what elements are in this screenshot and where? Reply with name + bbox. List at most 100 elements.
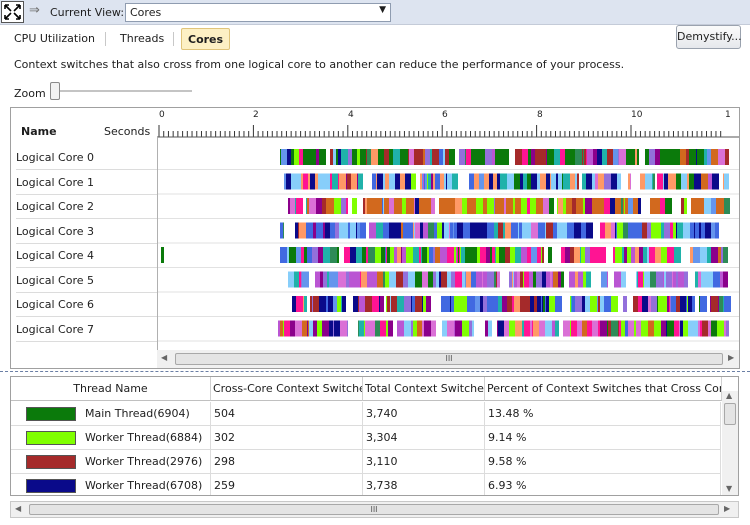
activity-segment[interactable] — [638, 198, 641, 214]
activity-segment[interactable] — [651, 222, 655, 239]
activity-segment[interactable] — [607, 271, 608, 288]
activity-segment[interactable] — [344, 247, 350, 263]
activity-segment[interactable] — [439, 149, 443, 165]
activity-segment[interactable] — [571, 320, 577, 337]
demystify-button[interactable]: Demystify... — [676, 25, 742, 49]
activity-segment[interactable] — [556, 173, 558, 190]
activity-segment[interactable] — [451, 271, 455, 288]
activity-segment[interactable] — [458, 247, 459, 263]
activity-segment[interactable] — [330, 247, 337, 263]
activity-segment[interactable] — [439, 271, 441, 288]
activity-segment[interactable] — [582, 149, 583, 165]
activity-segment[interactable] — [387, 247, 390, 263]
activity-segment[interactable] — [586, 173, 592, 190]
activity-segment[interactable] — [648, 149, 649, 165]
activity-segment[interactable] — [717, 320, 724, 337]
activity-segment[interactable] — [636, 320, 641, 337]
activity-segment[interactable] — [664, 222, 670, 239]
activity-segment[interactable] — [513, 198, 515, 214]
activity-segment[interactable] — [338, 271, 341, 288]
activity-segment[interactable] — [319, 173, 324, 190]
activity-segment[interactable] — [600, 296, 604, 312]
activity-segment[interactable] — [699, 320, 700, 337]
activity-segment[interactable] — [601, 271, 603, 288]
activity-segment[interactable] — [383, 271, 385, 288]
activity-segment[interactable] — [429, 247, 433, 263]
activity-segment[interactable] — [661, 296, 667, 312]
activity-segment[interactable] — [310, 173, 315, 190]
activity-segment[interactable] — [628, 222, 629, 239]
activity-segment[interactable] — [483, 198, 487, 214]
activity-segment[interactable] — [599, 296, 600, 312]
activity-segment[interactable] — [577, 320, 582, 337]
activity-segment[interactable] — [505, 247, 510, 263]
activity-segment[interactable] — [425, 198, 431, 214]
activity-segment[interactable] — [567, 222, 574, 239]
activity-segment[interactable] — [477, 222, 482, 239]
activity-segment[interactable] — [451, 320, 454, 337]
activity-segment[interactable] — [648, 296, 651, 312]
activity-segment[interactable] — [614, 271, 615, 288]
activity-segment[interactable] — [493, 296, 498, 312]
activity-segment[interactable] — [520, 296, 524, 312]
activity-segment[interactable] — [435, 173, 440, 190]
activity-segment[interactable] — [697, 149, 704, 165]
activity-segment[interactable] — [331, 271, 338, 288]
activity-segment[interactable] — [693, 247, 700, 263]
activity-segment[interactable] — [520, 173, 523, 190]
activity-segment[interactable] — [721, 296, 723, 312]
activity-segment[interactable] — [724, 320, 726, 337]
activity-segment[interactable] — [549, 296, 555, 312]
activity-segment[interactable] — [663, 173, 664, 190]
activity-segment[interactable] — [394, 247, 397, 263]
activity-segment[interactable] — [431, 320, 436, 337]
activity-segment[interactable] — [445, 149, 449, 165]
activity-segment[interactable] — [313, 320, 317, 337]
activity-segment[interactable] — [515, 320, 522, 337]
activity-segment[interactable] — [647, 222, 651, 239]
activity-segment[interactable] — [365, 296, 372, 312]
activity-segment[interactable] — [306, 222, 313, 239]
activity-segment[interactable] — [469, 320, 472, 337]
activity-segment[interactable] — [621, 198, 623, 214]
activity-segment[interactable] — [367, 198, 368, 214]
activity-segment[interactable] — [322, 198, 326, 214]
activity-segment[interactable] — [718, 296, 719, 312]
col-cross-core[interactable]: Cross-Core Context Switches — [211, 377, 363, 401]
activity-segment[interactable] — [404, 296, 411, 312]
activity-segment[interactable] — [654, 320, 661, 337]
table-row[interactable]: Worker Thread(6884) 302 3,304 9.14 % — [11, 426, 721, 450]
activity-segment[interactable] — [725, 149, 729, 165]
activity-segment[interactable] — [657, 173, 663, 190]
activity-segment[interactable] — [389, 149, 392, 165]
activity-segment[interactable] — [349, 271, 353, 288]
activity-segment[interactable] — [307, 320, 308, 337]
activity-segment[interactable] — [503, 222, 505, 239]
activity-segment[interactable] — [456, 296, 462, 312]
activity-segment[interactable] — [357, 149, 360, 165]
activity-segment[interactable] — [338, 149, 341, 165]
activity-segment[interactable] — [368, 320, 375, 337]
activity-segment[interactable] — [371, 149, 378, 165]
activity-segment[interactable] — [595, 173, 598, 190]
activity-segment[interactable] — [598, 173, 604, 190]
activity-segment[interactable] — [683, 320, 688, 337]
activity-segment[interactable] — [360, 222, 366, 239]
activity-segment[interactable] — [468, 296, 475, 312]
activity-segment[interactable] — [376, 222, 383, 239]
activity-segment[interactable] — [289, 247, 296, 263]
activity-segment[interactable] — [718, 198, 724, 214]
activity-segment[interactable] — [675, 149, 680, 165]
activity-segment[interactable] — [645, 173, 652, 190]
activity-segment[interactable] — [420, 222, 423, 239]
activity-segment[interactable] — [521, 247, 527, 263]
activity-segment[interactable] — [575, 271, 578, 288]
activity-segment[interactable] — [509, 271, 512, 288]
activity-segment[interactable] — [390, 247, 394, 263]
activity-segment[interactable] — [557, 222, 564, 239]
activity-segment[interactable] — [483, 296, 487, 312]
activity-segment[interactable] — [364, 320, 365, 337]
activity-segment[interactable] — [453, 222, 454, 239]
activity-segment[interactable] — [557, 198, 558, 214]
activity-segment[interactable] — [597, 247, 602, 263]
